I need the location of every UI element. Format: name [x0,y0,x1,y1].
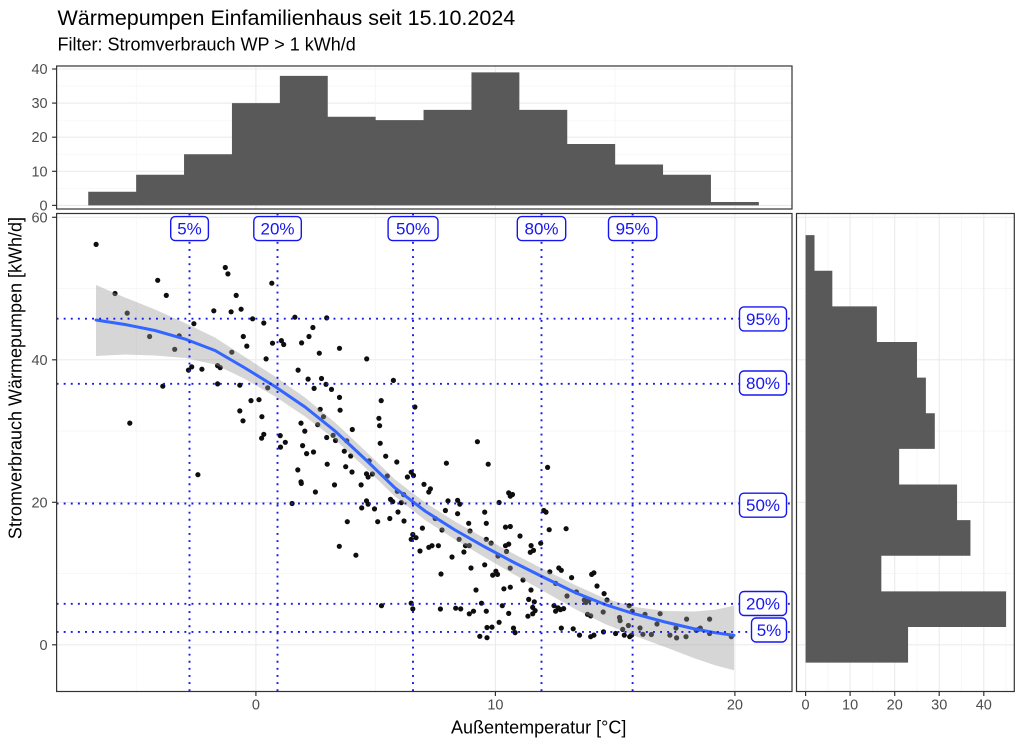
svg-text:Stromverbrauch Wärmepumpen [kW: Stromverbrauch Wärmepumpen [kWh/d] [6,217,26,539]
svg-text:0: 0 [40,638,48,654]
svg-text:10: 10 [31,164,47,180]
svg-text:30: 30 [931,698,947,714]
svg-text:60: 60 [31,210,47,226]
svg-text:40: 40 [31,62,47,78]
svg-text:20%: 20% [260,220,294,239]
svg-text:5%: 5% [757,621,782,640]
svg-text:20: 20 [31,130,47,146]
svg-text:5%: 5% [177,220,202,239]
svg-text:20: 20 [31,495,47,511]
svg-text:80%: 80% [524,220,558,239]
svg-text:50%: 50% [396,220,430,239]
svg-text:0: 0 [802,698,810,714]
svg-text:10: 10 [842,698,858,714]
svg-text:0: 0 [40,198,48,214]
svg-text:0: 0 [252,698,260,714]
svg-text:30: 30 [31,96,47,112]
svg-text:40: 40 [31,353,47,369]
svg-text:Filter: Stromverbrauch WP > 1: Filter: Stromverbrauch WP > 1 kWh/d [58,35,356,55]
svg-text:95%: 95% [746,310,780,329]
svg-text:20: 20 [887,698,903,714]
svg-text:Außentemperatur [°C]: Außentemperatur [°C] [451,718,626,738]
svg-text:50%: 50% [746,496,780,515]
svg-text:95%: 95% [616,220,650,239]
svg-text:20%: 20% [746,595,780,614]
svg-text:40: 40 [976,698,992,714]
svg-text:10: 10 [487,698,503,714]
svg-text:20: 20 [727,698,743,714]
svg-text:80%: 80% [746,374,780,393]
svg-text:Wärmepumpen Einfamilienhaus se: Wärmepumpen Einfamilienhaus seit 15.10.2… [58,6,516,30]
